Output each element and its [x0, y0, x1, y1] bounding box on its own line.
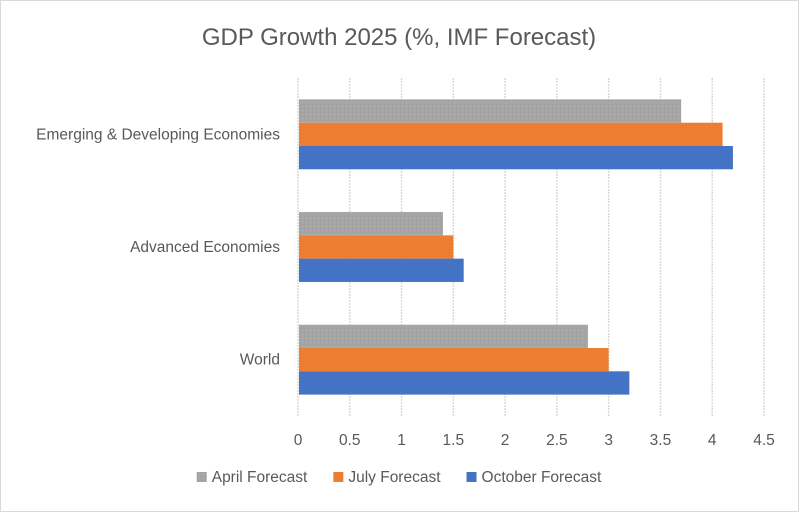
- x-tick-label: 0: [294, 432, 303, 449]
- chart-title: GDP Growth 2025 (%, IMF Forecast): [202, 24, 596, 51]
- x-tick-label: 0.5: [339, 432, 361, 449]
- bar-october-forecast: [299, 371, 630, 395]
- legend-item: April Forecast: [196, 469, 308, 486]
- value-axis: 0 0.5 1 1.5 2 2.5 3 3.5 4 4.5: [294, 432, 775, 449]
- x-tick-label: 4.5: [753, 432, 775, 449]
- bar-october-forecast: [299, 145, 733, 170]
- x-tick-label: 2: [501, 432, 510, 449]
- x-tick-label: 1.5: [443, 432, 465, 449]
- x-tick-label: 4: [708, 432, 717, 449]
- x-tick-label: 1: [397, 432, 406, 449]
- legend-swatch: [333, 472, 344, 482]
- category-label: Advanced Economies: [130, 239, 280, 256]
- category-axis: World Advanced Economies Emerging & Develo…: [36, 126, 280, 368]
- legend-swatch: [466, 472, 477, 482]
- category-label: World: [240, 352, 280, 369]
- bar-april-forecast: [299, 324, 588, 349]
- bar-july-forecast: [299, 122, 723, 146]
- legend-swatch: [196, 472, 207, 482]
- legend-label: October Forecast: [482, 469, 602, 486]
- x-tick-label: 3: [604, 432, 613, 449]
- bars: [299, 99, 733, 395]
- bar-october-forecast: [299, 258, 464, 282]
- x-tick-label: 2.5: [546, 432, 568, 449]
- bar-april-forecast: [299, 212, 443, 236]
- x-tick-label: 3.5: [650, 432, 672, 449]
- legend-label: July Forecast: [348, 469, 441, 486]
- bar-july-forecast: [299, 235, 454, 259]
- category-label: Emerging & Developing Economies: [36, 126, 280, 143]
- legend-item: July Forecast: [333, 469, 441, 486]
- bar-july-forecast: [299, 348, 609, 372]
- legend-item: October Forecast: [466, 469, 602, 486]
- legend: April Forecast July Forecast October Forec…: [196, 469, 602, 486]
- legend-label: April Forecast: [212, 469, 308, 486]
- bar-april-forecast: [299, 99, 682, 123]
